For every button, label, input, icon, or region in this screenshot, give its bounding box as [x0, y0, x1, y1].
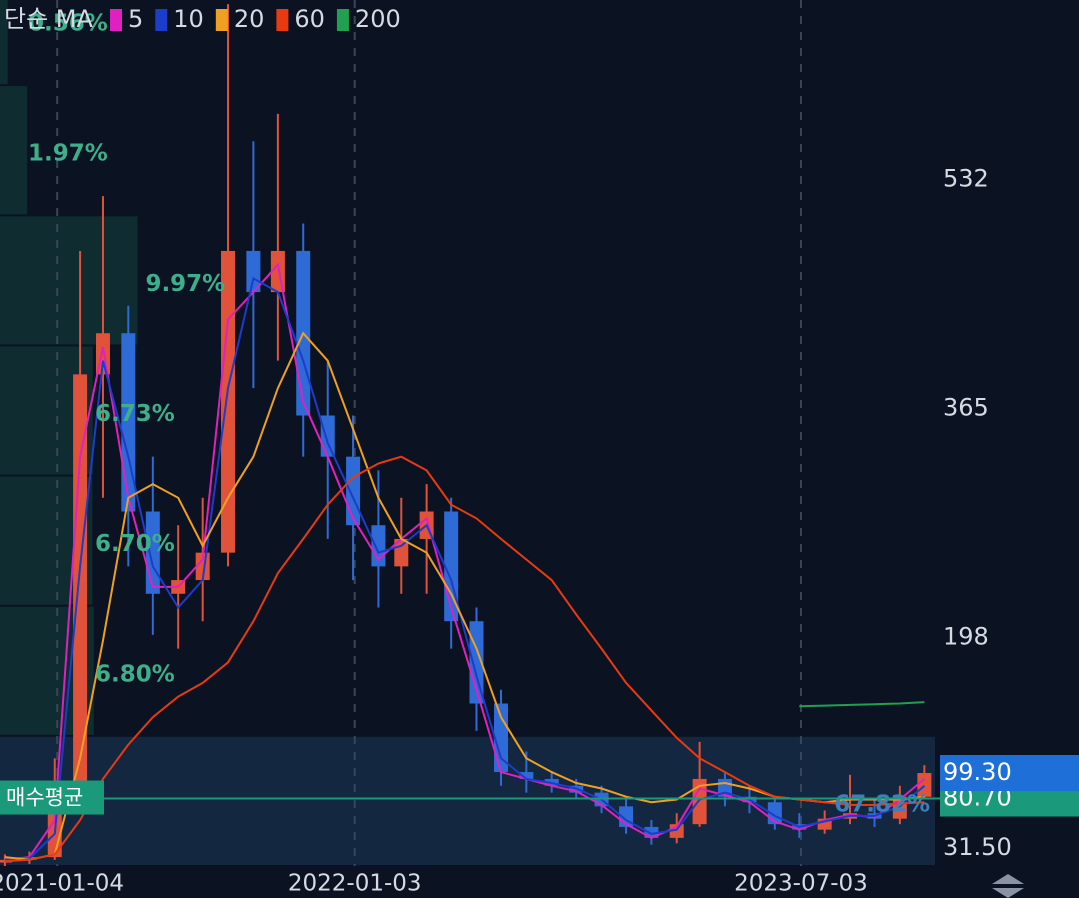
- last-price-tag: [940, 755, 1079, 792]
- candle-body: [221, 250, 236, 553]
- volume-profile-bar: [0, 736, 935, 865]
- ma-line: [799, 701, 925, 708]
- avg-price-tag: [0, 780, 104, 815]
- candle-body: [817, 818, 832, 830]
- candle-body: [121, 333, 136, 512]
- volume-profile-bar: [0, 86, 28, 215]
- candle-body: [917, 773, 932, 797]
- volume-profile-bar: [0, 0, 8, 85]
- y-tick-label: 365: [943, 394, 989, 422]
- y-tick-label: 31.50: [943, 833, 1012, 861]
- ma-line: [4, 262, 926, 861]
- x-tick-label: 2022-01-03: [288, 871, 422, 897]
- ma-line: [4, 455, 925, 863]
- legend-swatch: [336, 9, 349, 31]
- candle-body: [519, 772, 534, 779]
- avg-price-name: 매수평균: [6, 786, 83, 810]
- legend-label: 200: [355, 5, 401, 33]
- volume-profile-label: 67.82%: [834, 792, 930, 818]
- candle-body: [320, 415, 335, 457]
- legend-swatch: [110, 9, 122, 31]
- candle-body: [246, 250, 261, 293]
- x-tick-label: 2023-07-03: [734, 871, 868, 897]
- scroll-handle[interactable]: [992, 874, 1024, 898]
- ma-line: [4, 276, 926, 861]
- candle-body: [73, 374, 88, 807]
- legend-label: 10: [173, 5, 204, 33]
- handle-down: [992, 888, 1024, 898]
- candle-body: [394, 538, 409, 567]
- x-tick-label: 2021-01-04: [0, 871, 124, 897]
- legend-label: 60: [294, 5, 325, 33]
- legend-swatch: [276, 9, 289, 31]
- volume-profile-label: 0.56%: [28, 11, 108, 37]
- volume-profile-label: 6.73%: [95, 401, 175, 427]
- legend-swatch: [155, 9, 168, 31]
- legend-label: 20: [234, 5, 265, 33]
- plot: 67.82% 6.80% 6.70% 6.73% 9.97% 1.97% 0.56%: [0, 0, 935, 866]
- y-tick-label: 198: [943, 623, 989, 651]
- legend-title: 단순 MA: [4, 5, 93, 33]
- candle-body: [644, 826, 659, 838]
- volume-profile-bar: [0, 216, 138, 345]
- volume-profile-label: 6.70%: [95, 531, 175, 557]
- volume-profile-label: 1.97%: [28, 141, 108, 167]
- handle-up: [992, 874, 1024, 884]
- last-price-label: 99.30: [943, 758, 1012, 786]
- y-tick-label: 532: [943, 165, 989, 193]
- legend-swatch: [215, 9, 228, 31]
- legend-label: 5: [128, 5, 143, 33]
- volume-profile-label: 9.97%: [145, 271, 225, 297]
- candle-body: [346, 456, 361, 526]
- volume-profile-label: 6.80%: [95, 661, 175, 687]
- candle-body: [494, 703, 509, 773]
